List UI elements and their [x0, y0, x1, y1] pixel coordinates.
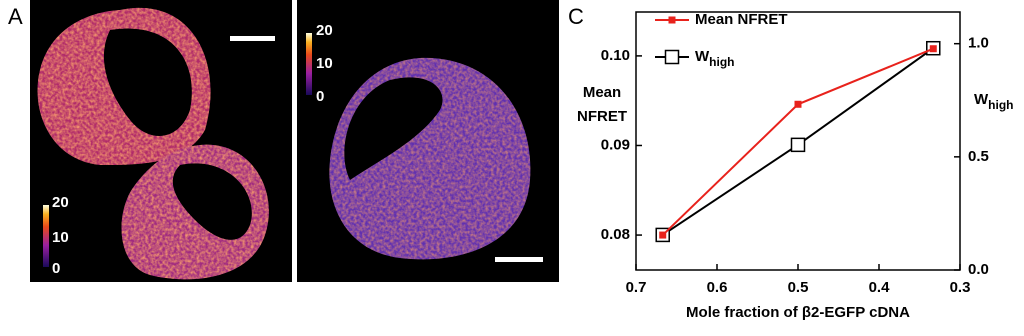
x-tick-label: 0.5: [788, 279, 809, 296]
scale-bar: [230, 36, 275, 41]
colorbar-tick: 0: [316, 88, 324, 105]
x-tick-label: 0.4: [869, 279, 891, 296]
legend-label: Mean NFRET: [695, 11, 788, 28]
y-tick-label: 0.08: [601, 226, 630, 243]
data-point: [794, 100, 802, 108]
y2-tick-label: 0.5: [968, 148, 989, 165]
panel-label: A: [8, 4, 23, 29]
data-point: [929, 45, 937, 53]
colorbar-tick: 0: [52, 260, 60, 277]
colorbar: [43, 205, 49, 267]
x-tick-label: 0.6: [707, 279, 728, 296]
legend-label-subscript: high: [709, 55, 734, 69]
legend-marker: [664, 49, 680, 65]
y-tick-label: 0.09: [601, 136, 630, 153]
cell: [37, 7, 269, 280]
y2-axis-label: Whigh: [974, 91, 1014, 112]
colorbar-tick: 10: [316, 55, 333, 72]
legend-label: W: [695, 48, 710, 65]
y2-tick-label: 1.0: [968, 35, 989, 52]
y2-axis-label: W: [974, 91, 989, 108]
x-axis-label: Mole fraction of β2-EGFP cDNA: [686, 304, 910, 321]
cell: [329, 57, 531, 260]
colorbar-tick: 20: [316, 22, 333, 39]
data-point: [659, 231, 667, 239]
y2-axis-label-subscript: high: [988, 98, 1013, 112]
x-tick-label: 0.3: [950, 279, 971, 296]
x-tick-label: 0.7: [626, 279, 647, 296]
data-point: [790, 137, 806, 153]
scale-bar: [495, 257, 543, 262]
legend-label: Mean NFRET: [695, 11, 788, 28]
y2-tick-label: 0.0: [968, 261, 989, 278]
panel-label: C: [568, 4, 584, 29]
y-axis-label: Mean: [583, 84, 621, 101]
colorbar-tick: 20: [52, 194, 69, 211]
y-tick-label: 0.10: [601, 47, 630, 64]
colorbar-tick: 10: [52, 229, 69, 246]
legend-label: Whigh: [695, 48, 735, 69]
legend-marker: [668, 16, 676, 24]
colorbar: [306, 33, 312, 95]
y-axis-label: NFRET: [577, 108, 627, 125]
